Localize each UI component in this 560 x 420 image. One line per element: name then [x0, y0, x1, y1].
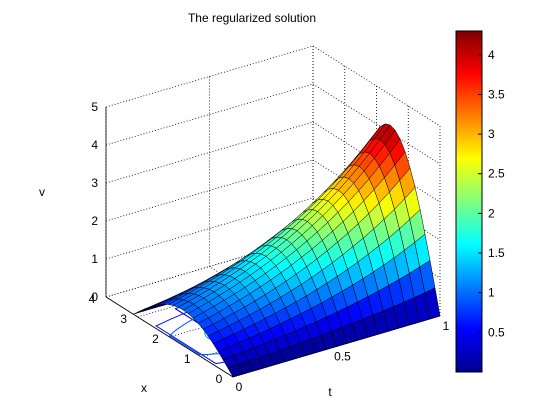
- y-tick-label: 0: [216, 372, 223, 386]
- grid-line: [312, 45, 441, 127]
- y-axis-label: x: [141, 381, 147, 395]
- grid-line: [312, 83, 441, 165]
- surface-patch: [227, 364, 244, 378]
- x-axis-label: t: [328, 385, 332, 399]
- colorbar-tick-label: 2.5: [488, 167, 505, 181]
- colorbar: 0.5 1 1.5 2 2.5 3 3.5 4: [455, 30, 505, 373]
- y-tick-label: 2: [152, 332, 159, 346]
- z-tick-label: 5: [91, 100, 98, 114]
- z-axis-label: v: [39, 185, 45, 199]
- z-tick-label: 2: [91, 214, 98, 228]
- z-tick-label: 4: [91, 138, 98, 152]
- colorbar-tick-label: 2: [488, 206, 495, 220]
- y-axis-line: [105, 296, 234, 378]
- x-tick-label: 0.5: [334, 350, 351, 364]
- colorbar-tick-label: 4: [488, 48, 495, 62]
- z-tick-label: 0: [91, 290, 98, 304]
- colorbar-tick-label: 3: [488, 127, 495, 141]
- x-tick-label: 0: [236, 380, 243, 394]
- colorbar-gradient: [455, 30, 483, 373]
- colorbar-tick-label: 1.5: [488, 246, 505, 260]
- colorbar-tick-label: 3.5: [488, 87, 505, 101]
- x-tick-label: 1: [443, 319, 450, 333]
- grid-line: [105, 83, 314, 146]
- colorbar-tick-label: 0.5: [488, 325, 505, 339]
- colorbar-ticks: 0.5 1 1.5 2 2.5 3 3.5 4: [478, 48, 505, 339]
- chart-title: The regularized solution: [188, 11, 316, 25]
- colorbar-tick-label: 1: [488, 286, 495, 300]
- z-tick-label: 1: [91, 252, 98, 266]
- y-tick-label: 4: [89, 292, 96, 306]
- y-tick-label: 3: [120, 312, 127, 326]
- y-tick-label: 1: [184, 352, 191, 366]
- z-tick-label: 3: [91, 176, 98, 190]
- surface-mesh: [133, 123, 441, 378]
